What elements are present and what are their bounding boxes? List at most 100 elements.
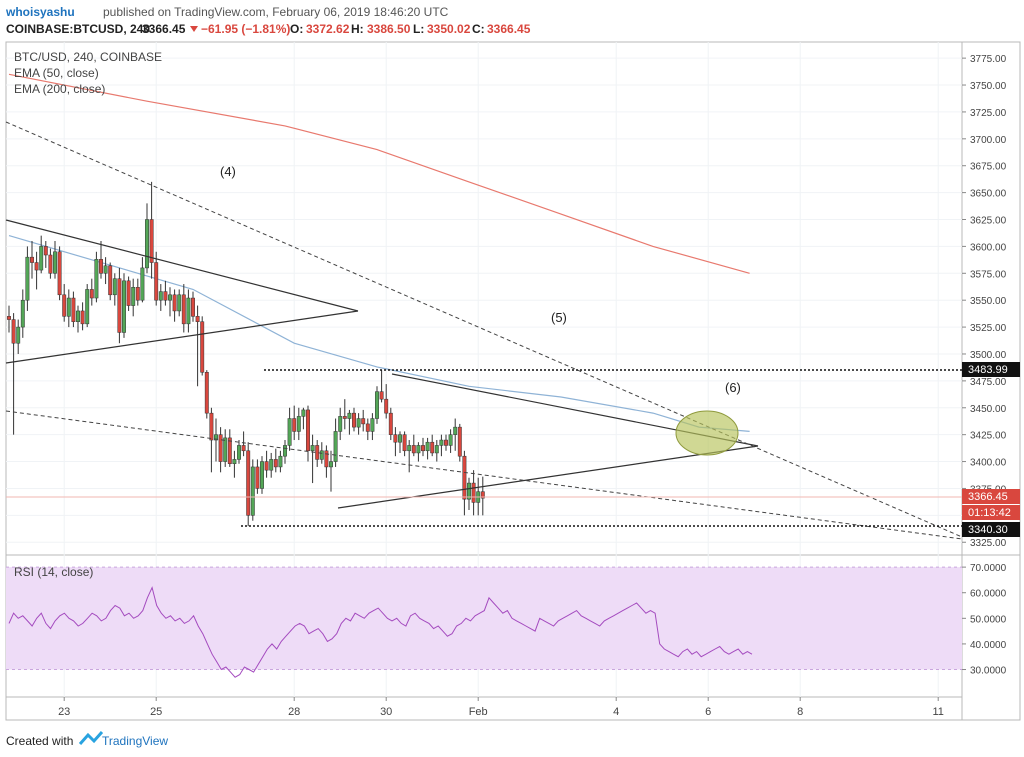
candle	[80, 302, 85, 331]
support-tag	[962, 522, 1020, 537]
rsi-path	[8, 586, 753, 678]
wedge2-lower-line[interactable]	[337, 445, 759, 509]
candle-body	[223, 437, 228, 462]
candle-body	[310, 445, 315, 452]
candle-body	[227, 437, 232, 464]
candle-body	[411, 445, 416, 454]
candle-body	[402, 434, 407, 452]
price-axis[interactable]: 3325.003350.003375.003400.003425.003450.…	[962, 54, 1007, 549]
candle-body	[89, 289, 94, 299]
candle	[315, 440, 320, 467]
candle	[20, 289, 25, 338]
tradingview-brand[interactable]: TradingView	[102, 734, 168, 748]
down-arrow-icon	[190, 26, 198, 32]
price-tick-label: 3525.00	[970, 323, 1007, 334]
legend-symbol: BTC/USD, 240, COINBASE	[14, 50, 162, 64]
resistance-tag-text: 3483.99	[968, 364, 1008, 376]
author-name[interactable]: whoisyashu	[5, 5, 75, 19]
candle	[306, 405, 310, 462]
candle-body	[388, 412, 393, 435]
open-label: O:	[290, 22, 303, 36]
candle	[186, 289, 191, 333]
candle-body	[214, 434, 218, 441]
candle-body	[20, 299, 25, 328]
legend-ema50[interactable]: EMA (50, close)	[14, 66, 99, 80]
candle	[227, 429, 232, 467]
candle	[333, 418, 338, 467]
candle	[103, 257, 108, 285]
candle-body	[264, 461, 269, 471]
rsi-axis[interactable]: 30.0000 40.0000 50.0000 60.0000 70.0000	[962, 563, 1007, 677]
candle-body	[154, 262, 159, 301]
candle-body	[425, 441, 430, 452]
candle	[149, 181, 154, 279]
time-tick-label: Feb	[469, 706, 488, 718]
candle	[379, 370, 384, 403]
candles	[7, 181, 485, 527]
candle	[402, 431, 407, 457]
price-tick-label: 3700.00	[970, 135, 1007, 146]
time-tick-label: 28	[288, 706, 300, 718]
rsi-tick-label: 30.0000	[970, 666, 1007, 677]
candle	[163, 280, 168, 306]
rsi-legend[interactable]: RSI (14, close)	[14, 565, 93, 579]
footer: Created with TradingView	[6, 731, 168, 748]
candle	[260, 456, 264, 494]
candle	[301, 407, 306, 430]
candle-body	[333, 431, 338, 462]
rsi-tick-label: 70.0000	[970, 563, 1007, 574]
candle-body	[112, 278, 117, 296]
candle-body	[246, 450, 251, 516]
price-tick-label: 3750.00	[970, 81, 1007, 92]
candle-body	[126, 280, 131, 306]
candle-body	[416, 445, 421, 454]
candle-body	[57, 251, 62, 296]
price-tick-label: 3400.00	[970, 458, 1007, 469]
wedge1-upper-line[interactable]	[5, 219, 359, 312]
time-axis[interactable]: 23 25 28 30 Feb 4 6 8 11	[58, 697, 944, 718]
close-label: C:	[472, 22, 485, 36]
candle	[131, 278, 136, 317]
candle-body	[94, 259, 99, 299]
candle	[269, 452, 274, 478]
highlight-ellipse[interactable]	[675, 410, 739, 456]
candle	[296, 407, 301, 441]
candle-body	[7, 316, 11, 320]
rsi-line	[8, 586, 753, 678]
candle	[264, 450, 269, 478]
legend-ema200[interactable]: EMA (200, close)	[14, 82, 105, 96]
candle-body	[319, 450, 324, 460]
descending-resistance-line[interactable]	[5, 121, 963, 538]
candle-body	[11, 319, 16, 344]
candle-body	[439, 439, 444, 446]
wedge1-lower-line[interactable]	[5, 310, 359, 364]
candle-body	[448, 434, 453, 446]
candle	[135, 278, 140, 306]
price-tick-label: 3600.00	[970, 242, 1007, 253]
candle-body	[301, 409, 306, 417]
candle-body	[172, 294, 177, 312]
candle	[356, 413, 361, 435]
candle-body	[365, 423, 370, 432]
candle-body	[122, 280, 126, 333]
price-tick-label: 3500.00	[970, 350, 1007, 361]
candle	[255, 459, 260, 494]
candle-body	[117, 278, 122, 333]
low-value: 3350.02	[427, 22, 471, 36]
candle	[329, 450, 333, 492]
candle-body	[85, 289, 90, 325]
candle	[214, 418, 218, 462]
candle-body	[430, 441, 435, 454]
wave-label-6: (6)	[725, 380, 741, 395]
last-price: 3366.45	[142, 22, 186, 36]
legend: BTC/USD, 240, COINBASE EMA (50, close) E…	[14, 50, 162, 96]
candle	[62, 284, 67, 322]
candle	[53, 241, 57, 279]
candle-body	[457, 426, 462, 457]
candle	[204, 370, 209, 419]
rsi-tick-label: 60.0000	[970, 589, 1007, 600]
candle	[421, 437, 425, 457]
candle	[246, 442, 251, 527]
candle-body	[195, 316, 200, 322]
